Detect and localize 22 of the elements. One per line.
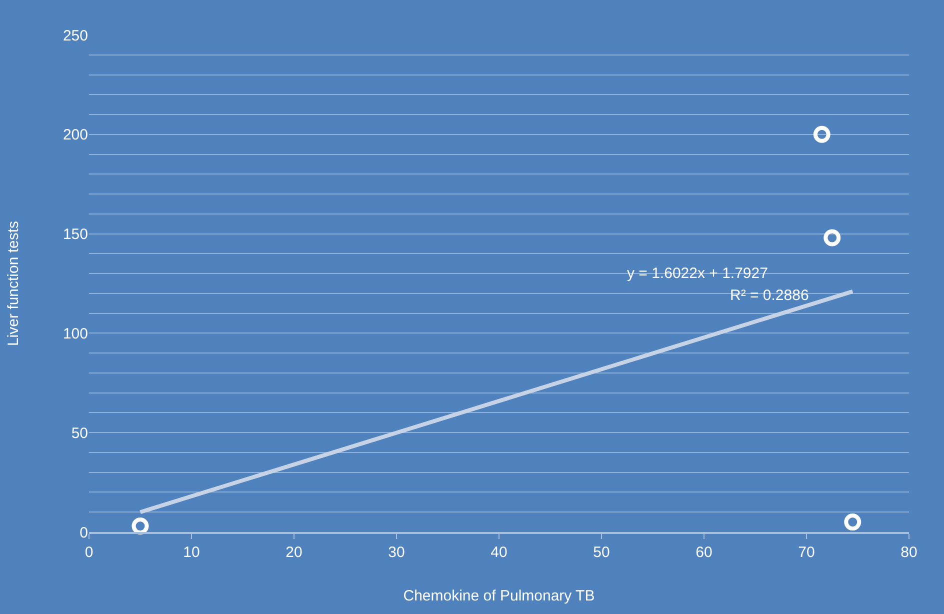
x-tick-label: 70 [798, 544, 815, 561]
x-tick-label: 80 [900, 544, 918, 561]
y-tick-label: 200 [62, 126, 88, 144]
y-axis-title: Liver function tests [5, 220, 22, 346]
y-tick-label: 100 [62, 325, 88, 342]
x-tick-label: 60 [696, 544, 712, 561]
y-tick-label: 250 [62, 27, 88, 44]
point [844, 514, 862, 531]
x-tick-label: 20 [286, 544, 302, 561]
x-tick-label: 10 [183, 544, 200, 561]
y-tick-label: 150 [62, 226, 88, 244]
x-axis-title: Chemokine of Pulmonary TB [403, 588, 595, 604]
annotation: R² = 0.2886 [730, 287, 809, 304]
x-tick-label: 40 [490, 544, 508, 561]
y-tick-label: 50 [71, 424, 88, 442]
y-tick-label: 0 [80, 524, 88, 542]
point [132, 518, 149, 535]
annotation: y = 1.6022x + 1.7927 [627, 265, 768, 282]
x-tick-label: 50 [593, 544, 610, 561]
point [824, 229, 841, 246]
point [813, 126, 830, 143]
x-tick-label: 30 [388, 544, 405, 561]
